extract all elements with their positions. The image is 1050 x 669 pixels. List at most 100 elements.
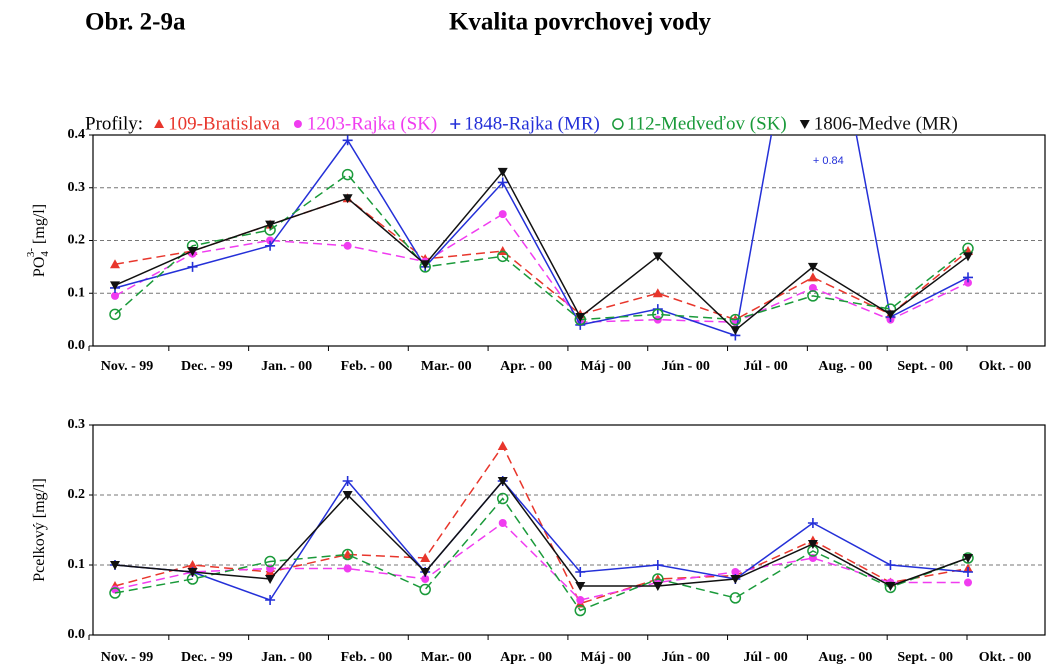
x-tick-label: Mar.- 00 xyxy=(421,359,472,374)
marker xyxy=(885,560,896,570)
series-line xyxy=(114,173,969,321)
x-tick-label: Aug. - 00 xyxy=(818,359,872,374)
x-tick-label: Jún - 00 xyxy=(662,650,710,665)
marker xyxy=(963,554,973,563)
series-line xyxy=(114,522,968,601)
marker xyxy=(110,259,120,269)
marker xyxy=(963,252,973,262)
x-tick-label: Dec. - 99 xyxy=(181,359,233,374)
marker xyxy=(807,290,819,302)
marker xyxy=(110,561,120,570)
series-line xyxy=(114,479,969,587)
marker xyxy=(652,252,663,262)
marker xyxy=(496,492,509,505)
x-tick-label: Jan. - 00 xyxy=(261,359,312,374)
marker xyxy=(342,194,353,204)
x-tick-label: Júl - 00 xyxy=(743,650,787,665)
marker xyxy=(343,564,352,573)
x-tick-label: Nov. - 99 xyxy=(101,359,154,374)
marker xyxy=(265,240,276,251)
marker xyxy=(652,308,664,321)
legend-item: 112-Medveďov (SK) xyxy=(612,113,787,134)
y-axis-label: PO43- [mg/l] xyxy=(25,204,51,277)
marker xyxy=(343,241,352,250)
plot-frame xyxy=(92,424,1046,636)
x-tick-label: Okt. - 00 xyxy=(979,650,1032,665)
x-tick-label: Máj - 00 xyxy=(581,650,632,665)
marker xyxy=(731,568,740,576)
x-tick-label: Mar.- 00 xyxy=(421,650,472,665)
legend-marker xyxy=(450,119,461,129)
marker xyxy=(110,281,120,291)
marker xyxy=(342,135,353,146)
marker xyxy=(808,283,817,292)
marker xyxy=(807,518,818,528)
y-axis-label-part: 4 xyxy=(39,251,51,257)
x-tick-label: Okt. - 00 xyxy=(979,359,1032,374)
legend-label: 1806-Medve (MR) xyxy=(814,113,958,134)
marker xyxy=(265,575,276,584)
y-axis-label-part: Pcelkový [mg/l] xyxy=(31,478,48,582)
marker xyxy=(420,260,431,270)
series-line xyxy=(114,444,969,605)
legend-marker xyxy=(293,120,302,128)
plot-area xyxy=(109,441,974,617)
marker xyxy=(575,567,586,577)
marker xyxy=(265,595,276,605)
marker xyxy=(341,548,354,561)
marker xyxy=(729,313,742,326)
y-tick-label: 0.1 xyxy=(68,557,86,572)
marker xyxy=(187,261,198,272)
marker xyxy=(342,491,353,500)
marker xyxy=(576,596,585,604)
marker xyxy=(885,582,896,591)
x-tick-label: Nov. - 99 xyxy=(101,650,154,665)
figure-title: Kvalita povrchovej vody xyxy=(449,9,712,36)
x-tick-label: Sept. - 00 xyxy=(897,359,953,374)
y-tick-label: 0.1 xyxy=(68,285,86,300)
marker xyxy=(111,585,119,594)
marker xyxy=(420,553,431,562)
y-tick-label: 0.2 xyxy=(68,233,86,248)
y-tick-label: 0.0 xyxy=(68,627,86,642)
marker xyxy=(264,555,276,568)
marker xyxy=(497,177,508,188)
marker xyxy=(342,476,353,486)
marker xyxy=(652,560,663,570)
marker xyxy=(497,477,508,486)
y-tick-label: 0.2 xyxy=(68,487,86,502)
marker xyxy=(807,272,818,282)
series-line xyxy=(114,170,969,332)
marker xyxy=(652,582,663,591)
marker xyxy=(187,568,198,577)
marker xyxy=(964,578,972,587)
marker xyxy=(498,519,507,527)
x-tick-label: Aug. - 00 xyxy=(818,650,872,665)
legend-label: 1848-Rajka (MR) xyxy=(464,113,600,134)
marker xyxy=(963,567,973,577)
marker xyxy=(652,288,663,298)
y-axis-label: Pcelkový [mg/l] xyxy=(31,478,48,582)
marker xyxy=(497,441,508,450)
x-tick-label: Máj - 00 xyxy=(581,359,632,374)
marker xyxy=(187,247,198,257)
figure-number: Obr. 2-9a xyxy=(85,9,186,36)
x-tick-label: Sept. - 00 xyxy=(897,650,953,665)
marker xyxy=(807,262,818,272)
series-line xyxy=(114,135,969,337)
y-tick-label: 0.3 xyxy=(68,180,86,195)
legend-item: 109-Bratislava xyxy=(154,113,280,134)
legend-item: 1203-Rajka (SK) xyxy=(293,113,437,134)
legend-item: 1848-Rajka (MR) xyxy=(450,113,600,134)
x-tick-label: Apr. - 00 xyxy=(500,359,552,374)
legend-item: 1806-Medve (MR) xyxy=(799,113,958,134)
x-tick-label: Júl - 00 xyxy=(743,359,787,374)
marker xyxy=(419,583,431,596)
x-tick-label: Feb. - 00 xyxy=(341,359,393,374)
plot-area xyxy=(109,135,974,341)
y-axis-label-part: [mg/l] xyxy=(31,204,48,248)
marker xyxy=(575,312,586,322)
marker xyxy=(575,582,586,591)
marker xyxy=(187,560,198,569)
x-tick-label: Feb. - 00 xyxy=(341,650,393,665)
